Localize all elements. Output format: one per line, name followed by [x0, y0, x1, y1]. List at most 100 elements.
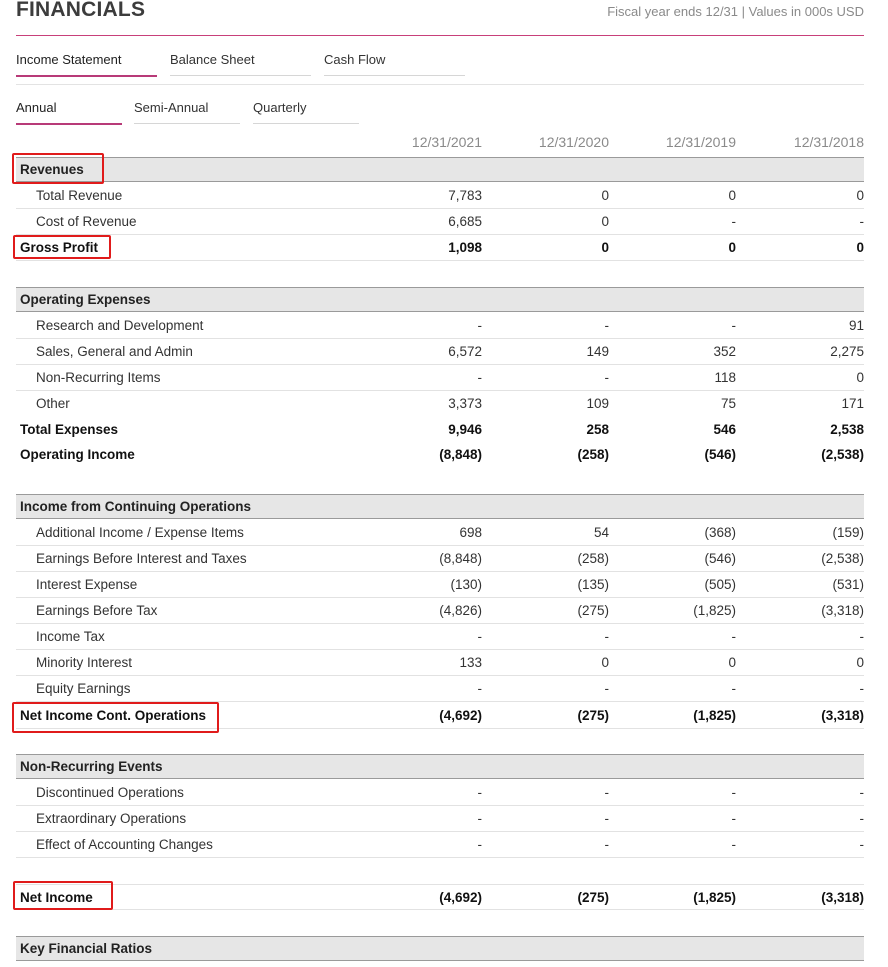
row-label: Earnings Before Interest and Taxes — [36, 551, 247, 566]
row-value: - — [859, 629, 865, 644]
highlight-box-net-income-cont-operations — [12, 702, 219, 733]
row-label: Sales, General and Admin — [36, 344, 193, 359]
fiscal-note: Fiscal year ends 12/31 | Values in 000s … — [607, 4, 864, 19]
row-value: 75 — [720, 396, 736, 411]
row-label: Discontinued Operations — [36, 785, 184, 800]
section-label: Key Financial Ratios — [20, 941, 153, 956]
row-value: 2,538 — [830, 422, 864, 437]
table-row: Research and Development - - - 91 — [16, 313, 864, 339]
row-value: - — [731, 837, 737, 852]
row-label: Net Income Cont. Operations — [20, 708, 207, 723]
table-row: Interest Expense (130) (135) (505) (531) — [16, 572, 864, 598]
row-value: 2,275 — [830, 344, 864, 359]
row-value: - — [477, 370, 483, 385]
row-label: Other — [36, 396, 70, 411]
table-row: Minority Interest 133 0 0 0 — [16, 650, 864, 676]
row-value: (3,318) — [821, 603, 864, 618]
table-row: Total Revenue 7,783 0 0 0 — [16, 183, 864, 209]
row-value: - — [477, 681, 483, 696]
row-value: (546) — [704, 551, 736, 566]
section-label: Non-Recurring Events — [20, 759, 163, 774]
row-value: (135) — [577, 577, 609, 592]
row-value: (1,825) — [693, 603, 736, 618]
row-value: 0 — [728, 188, 736, 203]
row-value: 0 — [601, 240, 609, 255]
row-value: (258) — [577, 447, 609, 462]
table-row: Cost of Revenue 6,685 0 - - — [16, 209, 864, 235]
tab-income-statement[interactable]: Income Statement — [16, 48, 157, 77]
table-row: Net Income (4,692) (275) (1,825) (3,318) — [16, 884, 864, 910]
section-label: Revenues — [20, 162, 84, 177]
row-value: - — [477, 318, 483, 333]
row-value: 0 — [856, 655, 864, 670]
row-label: Cost of Revenue — [36, 214, 137, 229]
section-label: Operating Expenses — [20, 292, 151, 307]
table-row: Net Income Cont. Operations (4,692) (275… — [16, 703, 864, 729]
row-value: 149 — [586, 344, 609, 359]
row-value: - — [604, 681, 610, 696]
tab-balance-sheet[interactable]: Balance Sheet — [170, 48, 311, 76]
page-title: FINANCIALS — [16, 0, 146, 21]
row-value: 352 — [713, 344, 736, 359]
row-value: 0 — [856, 370, 864, 385]
row-label: Extraordinary Operations — [36, 811, 187, 826]
table-row: Sales, General and Admin 6,572 149 352 2… — [16, 339, 864, 365]
section-label: Income from Continuing Operations — [20, 499, 252, 514]
table-row: Earnings Before Interest and Taxes (8,84… — [16, 546, 864, 572]
tab-quarterly[interactable]: Quarterly — [253, 96, 359, 124]
tab-annual[interactable]: Annual — [16, 96, 122, 125]
row-value: (8,848) — [439, 447, 482, 462]
statement-tabs: Income Statement Balance Sheet Cash Flow — [16, 48, 864, 77]
highlight-box-gross-profit — [13, 235, 111, 259]
table-row: Gross Profit 1,098 0 0 0 — [16, 235, 864, 261]
row-value: (275) — [577, 603, 609, 618]
title-divider — [16, 35, 864, 36]
row-value: (130) — [450, 577, 482, 592]
row-value: 0 — [601, 655, 609, 670]
highlight-box-revenues — [12, 153, 104, 184]
section-header-operating-expenses: Operating Expenses — [16, 287, 864, 312]
tab-label: Income Statement — [16, 52, 122, 67]
row-value: 6,685 — [448, 214, 482, 229]
tab-semi-annual[interactable]: Semi-Annual — [134, 96, 240, 124]
row-value: - — [604, 837, 610, 852]
row-value: (368) — [704, 525, 736, 540]
section-header-continuing-operations: Income from Continuing Operations — [16, 494, 864, 519]
row-value: - — [731, 629, 737, 644]
row-value: - — [731, 681, 737, 696]
column-header: 12/31/2018 — [793, 134, 864, 150]
table-row: Extraordinary Operations - - - - — [16, 806, 864, 832]
row-value: - — [731, 318, 737, 333]
row-value: 698 — [459, 525, 482, 540]
row-value: (1,825) — [693, 708, 736, 723]
tab-label: Balance Sheet — [170, 52, 255, 67]
row-value: 258 — [586, 422, 609, 437]
row-value: (4,692) — [439, 708, 482, 723]
row-value: (2,538) — [821, 551, 864, 566]
table-row: Other 3,373 109 75 171 — [16, 391, 864, 417]
row-value: 3,373 — [448, 396, 482, 411]
row-value: - — [859, 785, 865, 800]
table-row: Income Tax - - - - — [16, 624, 864, 650]
row-value: (1,825) — [693, 890, 736, 905]
row-label: Effect of Accounting Changes — [36, 837, 213, 852]
row-value: 1,098 — [448, 240, 482, 255]
row-label: Total Revenue — [36, 188, 123, 203]
row-value: 91 — [848, 318, 864, 333]
row-value: 0 — [728, 655, 736, 670]
tab-cash-flow[interactable]: Cash Flow — [324, 48, 465, 76]
row-value: (159) — [832, 525, 864, 540]
row-value: 109 — [586, 396, 609, 411]
row-value: 171 — [841, 396, 864, 411]
row-value: 0 — [856, 240, 864, 255]
row-value: - — [859, 214, 865, 229]
row-value: 9,946 — [448, 422, 482, 437]
tab-label: Quarterly — [253, 100, 307, 115]
column-header: 12/31/2019 — [665, 134, 736, 150]
row-value: 0 — [856, 188, 864, 203]
row-value: - — [604, 318, 610, 333]
column-header: 12/31/2020 — [538, 134, 609, 150]
row-value: 133 — [459, 655, 482, 670]
tab-label: Cash Flow — [324, 52, 386, 67]
row-value: 0 — [728, 240, 736, 255]
